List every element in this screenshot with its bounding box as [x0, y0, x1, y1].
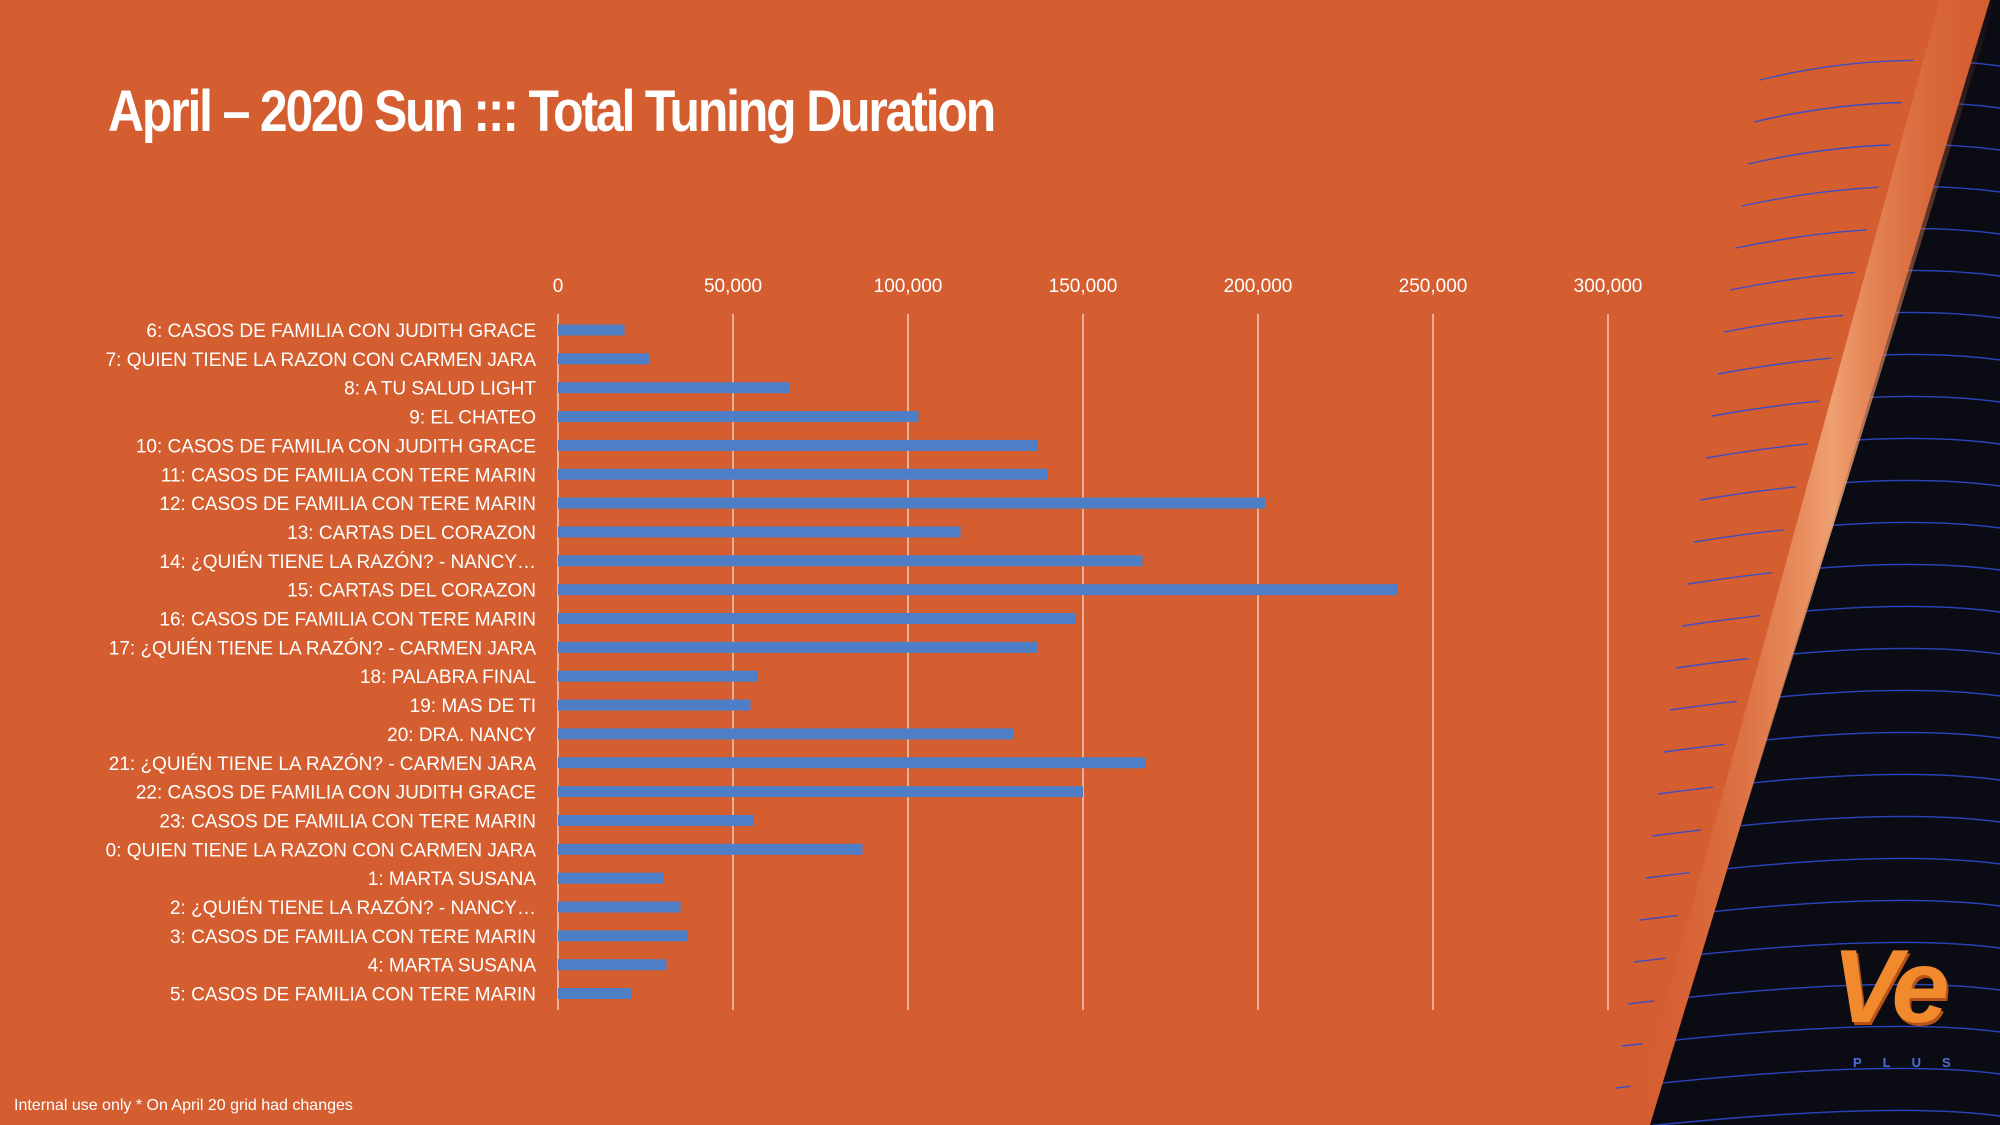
- dark-corner-decoration: [1615, 0, 2000, 1125]
- bar: [558, 843, 863, 855]
- bar: [558, 526, 961, 538]
- category-label: 13: CARTAS DEL CORAZON: [287, 523, 536, 544]
- bar: [558, 728, 1013, 740]
- corner-line: [1681, 605, 2000, 627]
- category-label: 5: CASOS DE FAMILIA CON TERE MARIN: [170, 985, 536, 1006]
- corner-line: [1753, 101, 2000, 123]
- bar: [558, 613, 1076, 624]
- bar: [558, 699, 751, 711]
- bar: [558, 959, 667, 971]
- corner-line: [1669, 689, 2000, 711]
- category-label: 16: CASOS DE FAMILIA CON TERE MARIN: [159, 610, 536, 631]
- bar: [558, 930, 688, 942]
- bar: [558, 988, 632, 1000]
- bar: [558, 439, 1038, 451]
- bar: [558, 757, 1146, 769]
- corner-line: [1621, 1025, 2000, 1047]
- category-label: 20: DRA. NANCY: [387, 725, 536, 746]
- x-tick-label: 0: [553, 276, 564, 297]
- corner-line: [1699, 479, 2000, 501]
- bar: [558, 872, 663, 884]
- x-tick-label: 250,000: [1399, 276, 1468, 297]
- category-label: 1: MARTA SUSANA: [368, 869, 537, 890]
- logo-plus: PLUS: [1853, 1055, 1972, 1070]
- x-tick-label: 200,000: [1224, 276, 1293, 297]
- bar: [558, 584, 1398, 596]
- x-tick-label: 50,000: [704, 276, 762, 297]
- category-label: 22: CASOS DE FAMILIA CON JUDITH GRACE: [136, 783, 536, 804]
- category-label: 15: CARTAS DEL CORAZON: [287, 581, 536, 602]
- bar: [558, 353, 649, 365]
- bar: [558, 786, 1083, 798]
- category-label: 18: PALABRA FINAL: [360, 667, 536, 688]
- corner-line: [1650, 1109, 2000, 1125]
- bar-chart: 0 50,000 100,000 150,000 200,000 250,000 300,0…: [106, 276, 1643, 1010]
- x-tick-label: 150,000: [1049, 276, 1118, 297]
- category-label: 0: QUIEN TIENE LA RAZON CON CARMEN JARA: [106, 840, 537, 861]
- bar: [558, 555, 1143, 567]
- category-label: 9: EL CHATEO: [409, 408, 536, 429]
- bar: [558, 411, 919, 423]
- bar: [558, 641, 1038, 653]
- category-label: 17: ¿QUIÉN TIENE LA RAZÓN? - CARMEN JARA: [109, 637, 537, 659]
- category-label: 7: QUIEN TIENE LA RAZON CON CARMEN JARA: [106, 350, 537, 371]
- category-label: 2: ¿QUIÉN TIENE LA RAZÓN? - NANCY…: [170, 897, 536, 919]
- corner-line: [1741, 185, 2000, 207]
- category-label: 10: CASOS DE FAMILIA CON JUDITH GRACE: [136, 436, 536, 457]
- category-label: 19: MAS DE TI: [410, 696, 536, 717]
- category-label: 23: CASOS DE FAMILIA CON TERE MARIN: [159, 811, 536, 832]
- corner-line: [1675, 647, 2000, 669]
- category-label: 14: ¿QUIÉN TIENE LA RAZÓN? - NANCY…: [159, 551, 536, 573]
- category-label: 21: ¿QUIÉN TIENE LA RAZÓN? - CARMEN JARA: [109, 753, 537, 775]
- corner-line: [1693, 521, 2000, 543]
- corner-line: [1615, 1067, 2000, 1089]
- category-label: 4: MARTA SUSANA: [368, 956, 537, 977]
- footnote: Internal use only * On April 20 grid had…: [14, 1097, 353, 1114]
- category-label: 8: A TU SALUD LIGHT: [344, 379, 536, 400]
- corner-line: [1627, 983, 2000, 1005]
- logo-ve: Ve: [1832, 929, 1949, 1045]
- corner-line: [1687, 563, 2000, 585]
- category-label: 6: CASOS DE FAMILIA CON JUDITH GRACE: [146, 321, 536, 342]
- x-tick-label: 300,000: [1574, 276, 1643, 297]
- corner-line: [1747, 143, 2000, 165]
- x-tick-label: 100,000: [874, 276, 943, 297]
- bar: [558, 497, 1265, 509]
- category-label: 11: CASOS DE FAMILIA CON TERE MARIN: [161, 465, 536, 486]
- bar: [558, 468, 1048, 480]
- bar: [558, 814, 754, 826]
- category-label: 12: CASOS DE FAMILIA CON TERE MARIN: [159, 494, 536, 515]
- corner-line: [1705, 437, 2000, 459]
- bar: [558, 324, 625, 336]
- bar: [558, 901, 681, 913]
- category-label: 3: CASOS DE FAMILIA CON TERE MARIN: [170, 927, 536, 948]
- corner-line: [1663, 731, 2000, 753]
- slide-title: April – 2020 Sun ::: Total Tuning Durati…: [108, 79, 996, 144]
- bar: [558, 670, 758, 682]
- bar: [558, 382, 789, 394]
